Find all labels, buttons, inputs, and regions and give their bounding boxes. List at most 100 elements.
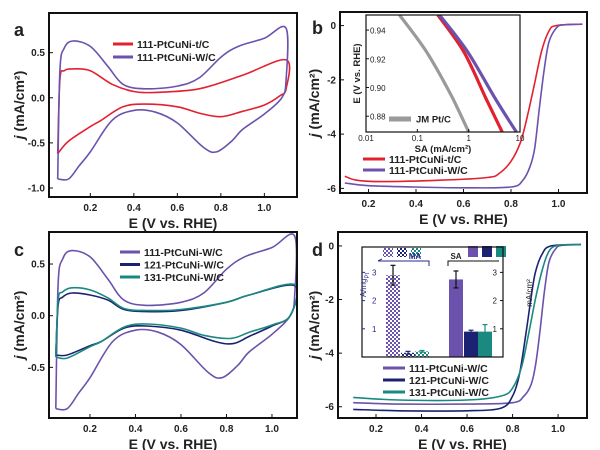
y-tick-label: 0.5 bbox=[31, 260, 45, 271]
x-axis-label: E (V vs. RHE) bbox=[418, 436, 507, 450]
legend-label: 111-PtCuNi-W/C bbox=[409, 363, 488, 375]
bar-sa-2 bbox=[478, 331, 492, 357]
y-tick-label: 0.92 bbox=[370, 55, 386, 64]
x-axis-label: E (V vs. RHE) bbox=[419, 211, 508, 227]
x-tick-label: 1 bbox=[466, 134, 471, 143]
x-tick-label: 0.2 bbox=[83, 424, 97, 435]
inset-x-axis-label: SA (mA/cm²) bbox=[415, 144, 472, 155]
series-line-111-ptcuni-w-c bbox=[56, 25, 289, 181]
y-tick-label: 0.90 bbox=[370, 84, 386, 93]
inset-right-tick-label: 1 bbox=[493, 325, 498, 334]
inset-legend-label: JM Pt/C bbox=[416, 115, 451, 126]
inset-legend-swatch bbox=[482, 246, 492, 257]
x-axis-label: E (V vs. RHE) bbox=[129, 436, 218, 450]
y-tick-label: -0.5 bbox=[28, 138, 46, 149]
inset-frame bbox=[365, 14, 521, 133]
legend-label: 111-PtCuNi-t/C bbox=[389, 154, 462, 166]
series-line-111-ptcuni-t-c bbox=[344, 23, 583, 183]
inset-legend-swatch bbox=[411, 248, 421, 257]
x-tick-label: 1.0 bbox=[257, 203, 271, 214]
y-axis-label: j (mA/cm²) bbox=[11, 291, 27, 361]
panel-b: 0.2 0.4 0.6 0.8 1.0 -6 -4 -2 0b E (V vs. RHE) j (m… bbox=[306, 11, 588, 227]
legend-label: 121-PtCuNi-W/C bbox=[409, 375, 489, 387]
x-tick-label: 0.6 bbox=[460, 424, 474, 435]
plot-frame bbox=[48, 12, 298, 198]
bar-sa-1 bbox=[464, 331, 478, 357]
x-tick-label: 0.8 bbox=[506, 424, 520, 435]
series-line-121-ptcuni-w-c bbox=[353, 243, 581, 412]
series-group bbox=[344, 23, 583, 189]
x-tick-label: 0.4 bbox=[129, 424, 143, 435]
x-tick-label: 1.0 bbox=[551, 424, 565, 435]
panel-letter: b bbox=[312, 18, 323, 38]
x-axis-label: E (V vs. RHE) bbox=[129, 215, 218, 231]
y-tick-label: -1.0 bbox=[28, 183, 46, 194]
x-tick-label: 0.01 bbox=[358, 134, 374, 143]
inset-left-axis-label: A/mgPt bbox=[359, 272, 371, 297]
inset-left-unit-subscript: Pt bbox=[365, 272, 371, 278]
bar-ma-0 bbox=[386, 275, 400, 357]
y-tick-label: -2 bbox=[327, 75, 336, 86]
y-axis-label: j (mA/cm²) bbox=[306, 291, 322, 361]
series-group bbox=[353, 243, 581, 412]
y-tick-label: 0.0 bbox=[31, 93, 45, 104]
y-tick-label: 0.94 bbox=[370, 27, 386, 36]
y-tick-label: -4 bbox=[327, 130, 336, 141]
plot-frame bbox=[48, 231, 298, 419]
x-tick-label: 0.4 bbox=[127, 203, 141, 214]
series-line-131-ptcuni-w-c bbox=[353, 243, 581, 402]
y-tick-label: 0.5 bbox=[31, 48, 45, 59]
panel-a: 0.2 0.4 0.6 0.8 1.0 -1.0 -0.5 0.0 0.5 a E (V vs. R… bbox=[11, 12, 298, 231]
legend-label: 121-PtCuNi-W/C bbox=[144, 260, 224, 272]
series-line-111-ptcuni-w-c bbox=[353, 243, 581, 406]
x-tick-label: 0.4 bbox=[415, 424, 429, 435]
y-tick-label: 0.0 bbox=[31, 311, 45, 322]
y-tick-label: -6 bbox=[325, 402, 334, 413]
inset-chart: 0.01 0.1 1 10 0.88 0.90 0.92 0.94 SA (mA/cm²) E (… bbox=[352, 14, 525, 155]
group-label-sa: SA bbox=[450, 252, 461, 261]
series-line-series-2 bbox=[438, 15, 518, 132]
panel-letter: a bbox=[14, 20, 25, 40]
legend-label: 111-PtCuNi-W/C bbox=[389, 165, 468, 177]
y-tick-label: -6 bbox=[327, 184, 336, 195]
y-axis-label-symbol: j bbox=[306, 132, 322, 139]
panel-letter: c bbox=[14, 240, 24, 260]
bar-sa-0 bbox=[449, 279, 463, 357]
inset-left-unit: A/mg bbox=[359, 279, 368, 298]
x-tick-label: 0.2 bbox=[369, 424, 383, 435]
inset-series-group bbox=[398, 15, 518, 132]
y-tick-label: 0 bbox=[330, 21, 336, 32]
ma-bracket bbox=[377, 258, 430, 266]
legend: 111-PtCuNi-W/C121-PtCuNi-W/C131-PtCuNi-W… bbox=[383, 363, 489, 399]
y-axis-label-unit: (mA/cm²) bbox=[306, 69, 322, 134]
x-tick-label: 1.0 bbox=[265, 424, 279, 435]
x-tick-label: 0.6 bbox=[170, 203, 184, 214]
plot-frame bbox=[337, 231, 588, 419]
bar-ma-2 bbox=[415, 351, 429, 357]
y-axis-label-symbol: j bbox=[11, 354, 27, 361]
y-tick-label: -2 bbox=[325, 295, 334, 306]
x-tick-label: 0.2 bbox=[362, 199, 376, 210]
y-axis-label-symbol: j bbox=[11, 134, 27, 141]
series-line-series-1 bbox=[436, 15, 504, 132]
x-tick-label: 0.8 bbox=[220, 424, 234, 435]
series-line-111-ptcuni-w-c bbox=[55, 233, 297, 411]
x-tick-label: 0.6 bbox=[457, 199, 471, 210]
x-tick-label: 0.8 bbox=[214, 203, 228, 214]
x-tick-label: 0.2 bbox=[83, 203, 97, 214]
y-axis-label: j (mA/cm²) bbox=[306, 69, 322, 139]
legend-label: 131-PtCuNi-W/C bbox=[409, 387, 489, 399]
y-axis-label-unit: (mA/cm²) bbox=[306, 291, 322, 356]
series-line-111-ptcuni-t-c bbox=[56, 58, 291, 155]
series-group bbox=[56, 25, 291, 181]
inset-y-axis-label: E (V vs. RHE) bbox=[352, 43, 363, 103]
series-line-jm-pt-c bbox=[398, 15, 471, 132]
group-label-ma: MA bbox=[409, 252, 422, 261]
panel-d: 0.2 0.4 0.6 0.8 1.0 -6 -4 -2 0d E (V vs. RHE) j (m… bbox=[306, 231, 588, 450]
legend-label: 111-PtCuNi-W/C bbox=[137, 52, 216, 64]
inset-right-axis-label: mA/cm² bbox=[525, 279, 534, 307]
panel-c: 0.2 0.4 0.6 0.8 1.0 -0.5 0.0 0.5 c E (V vs. RHE) j… bbox=[11, 231, 298, 450]
